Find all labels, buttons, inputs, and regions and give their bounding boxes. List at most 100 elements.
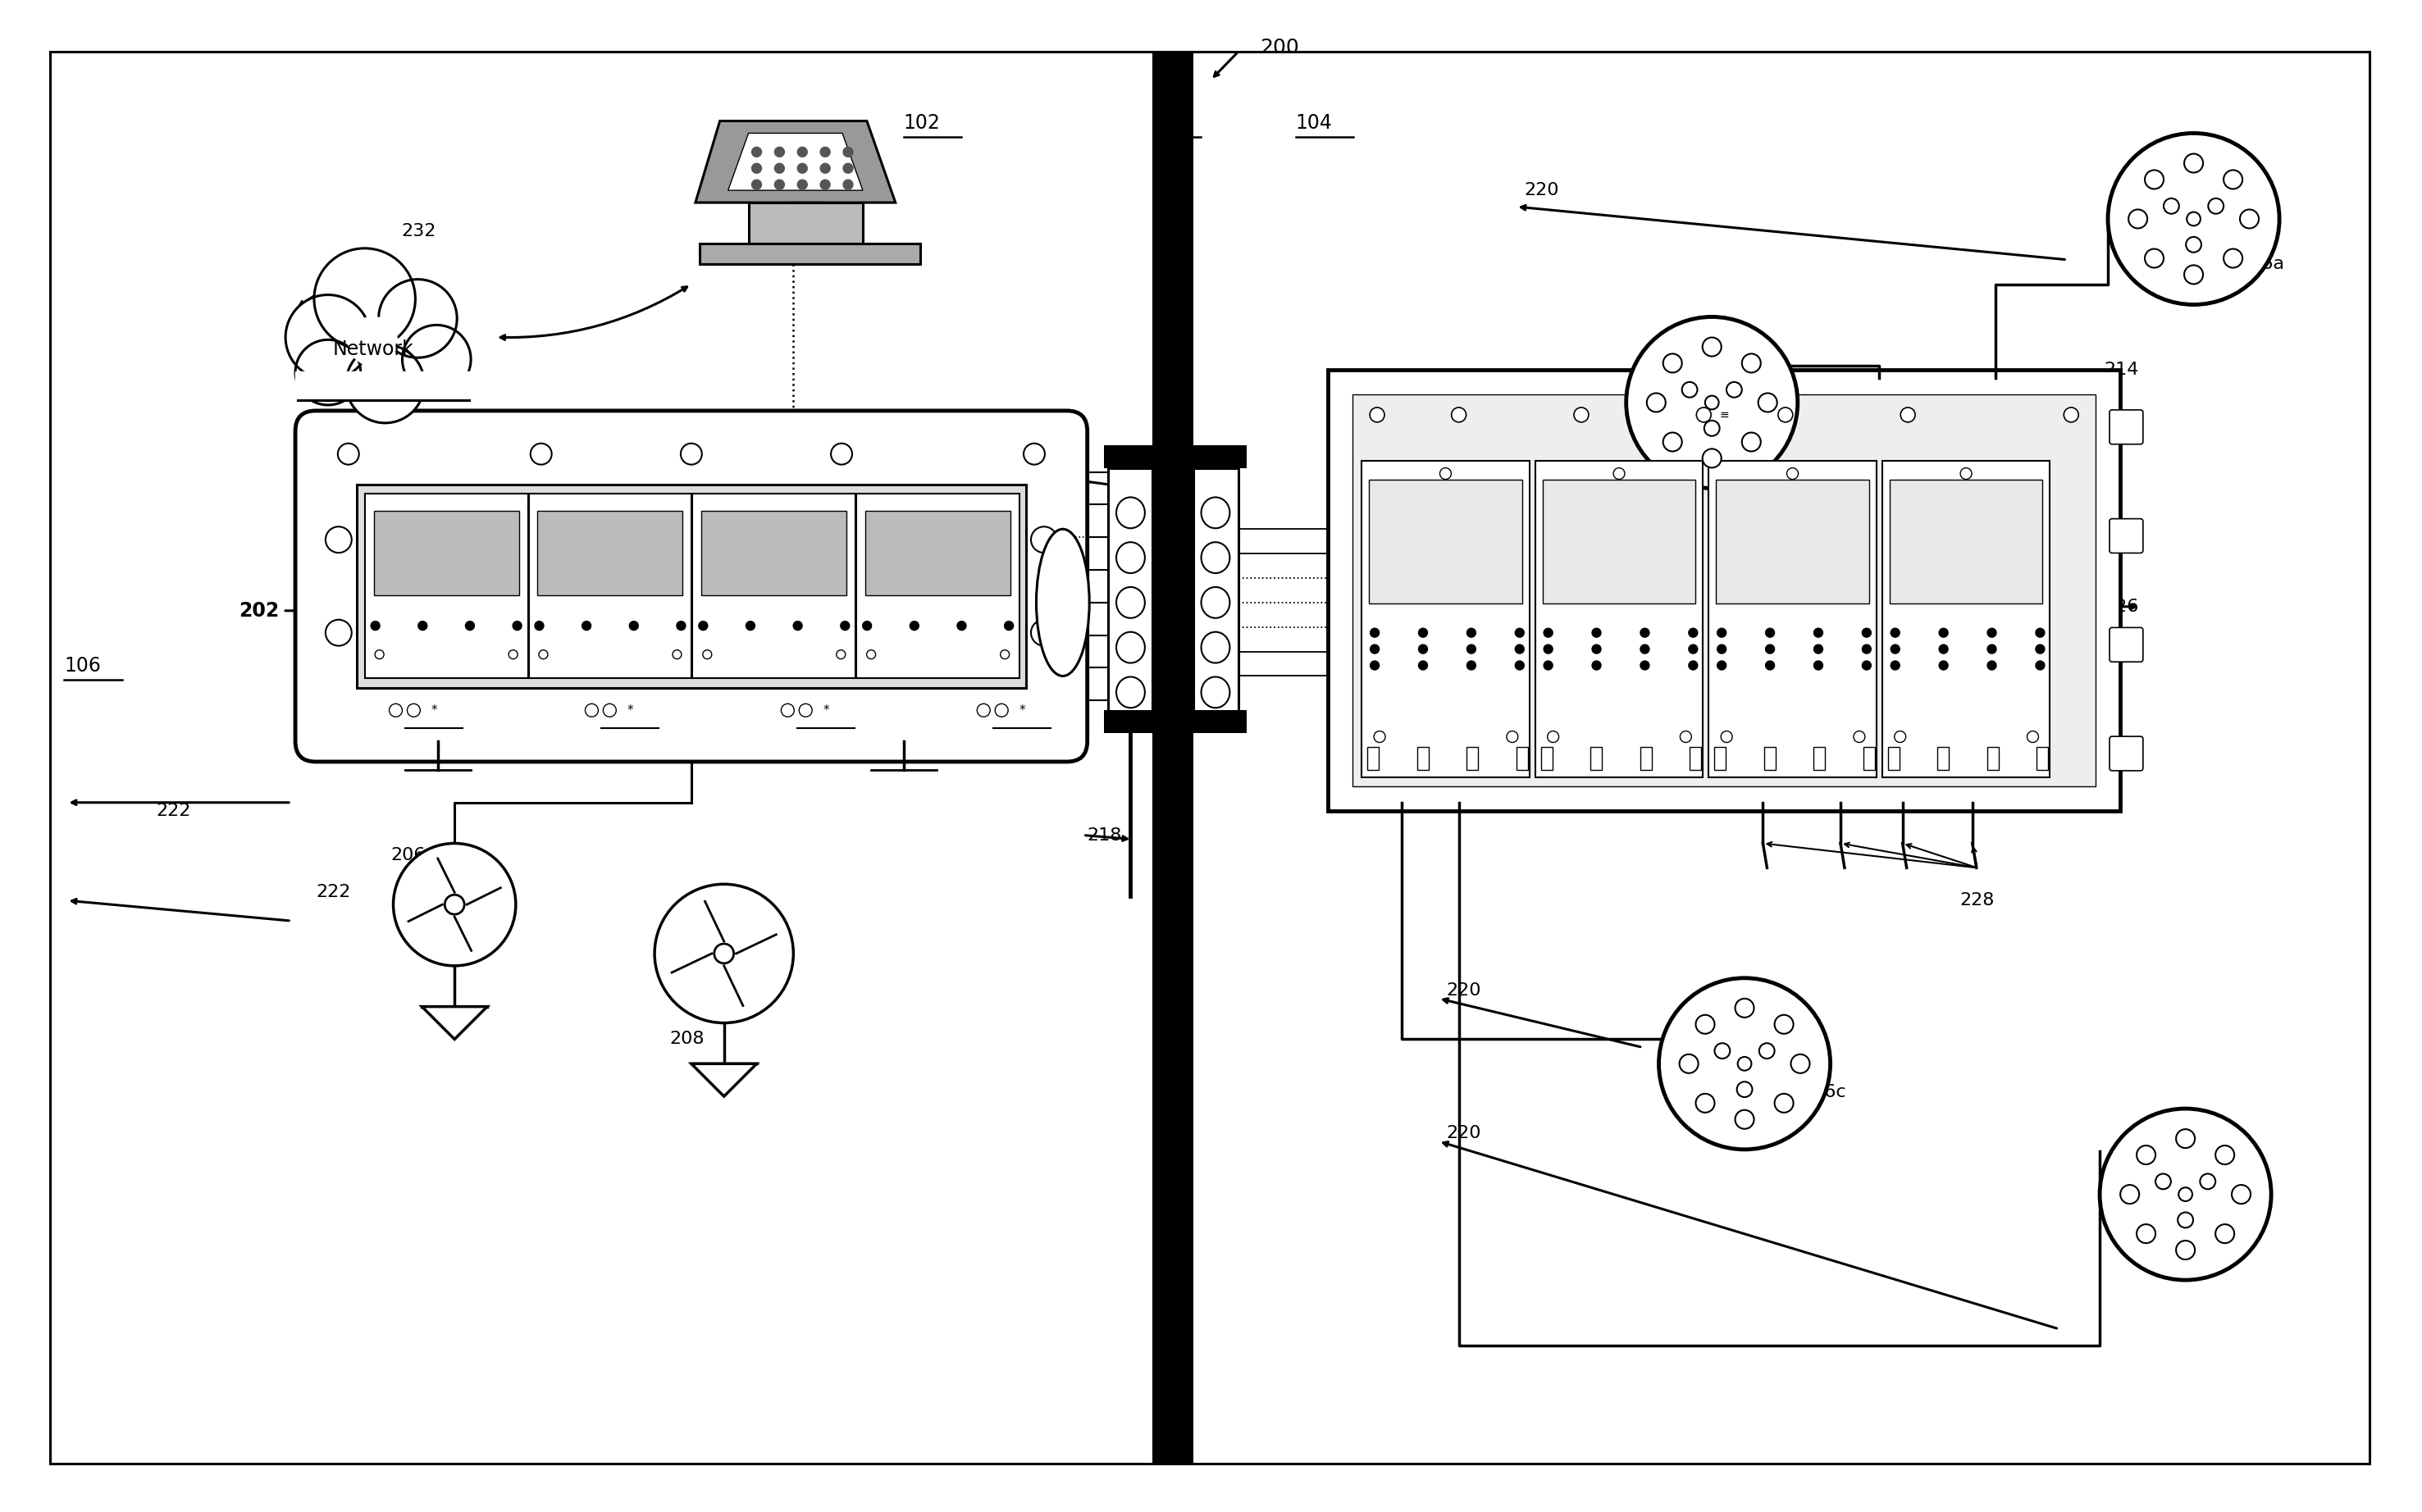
Circle shape [843,163,853,174]
Circle shape [315,248,414,349]
FancyBboxPatch shape [1543,479,1695,603]
Circle shape [702,650,712,659]
FancyBboxPatch shape [2110,627,2143,662]
Text: *: * [1020,705,1025,717]
FancyBboxPatch shape [366,494,528,679]
Circle shape [821,163,831,174]
Circle shape [1439,467,1451,479]
Ellipse shape [1117,632,1146,662]
Circle shape [911,621,918,631]
Text: 102: 102 [903,113,940,133]
Circle shape [1758,1043,1775,1058]
Circle shape [681,443,702,464]
Circle shape [2216,1146,2236,1164]
Circle shape [1892,644,1899,653]
Text: *: * [431,705,438,717]
Circle shape [746,621,756,631]
Circle shape [402,325,470,393]
Circle shape [1892,629,1899,637]
Circle shape [1419,661,1427,670]
Circle shape [325,526,351,553]
Circle shape [751,163,761,174]
Circle shape [843,147,853,157]
Circle shape [1737,1057,1751,1070]
FancyBboxPatch shape [1717,479,1870,603]
Circle shape [698,621,707,631]
Circle shape [1787,467,1797,479]
FancyBboxPatch shape [857,494,1020,679]
Circle shape [1737,1081,1751,1098]
Text: 220: 220 [1446,1125,1482,1142]
Circle shape [2177,1213,2194,1228]
Circle shape [976,703,991,717]
Circle shape [794,621,802,631]
Circle shape [1959,467,1972,479]
Circle shape [2187,237,2202,253]
Circle shape [821,147,831,157]
Circle shape [375,650,385,659]
FancyBboxPatch shape [865,511,1010,596]
Text: 106: 106 [65,656,102,676]
FancyBboxPatch shape [1194,445,1247,467]
Circle shape [957,621,966,631]
Circle shape [1734,1110,1754,1129]
FancyBboxPatch shape [1417,747,1429,770]
Circle shape [1419,629,1427,637]
Circle shape [1032,526,1056,553]
Text: 210: 210 [761,133,794,150]
FancyBboxPatch shape [1368,479,1521,603]
Circle shape [2209,198,2223,213]
Circle shape [2216,1225,2236,1243]
Text: 222: 222 [157,803,191,820]
FancyBboxPatch shape [1938,747,1950,770]
FancyBboxPatch shape [1887,747,1899,770]
Circle shape [1778,407,1792,422]
FancyBboxPatch shape [295,411,1087,762]
Circle shape [1734,998,1754,1018]
Circle shape [1814,644,1824,653]
Circle shape [2146,249,2163,268]
Circle shape [603,703,615,717]
Text: 230: 230 [714,411,748,426]
FancyBboxPatch shape [1361,461,1528,777]
Circle shape [836,650,845,659]
FancyBboxPatch shape [1591,747,1601,770]
Circle shape [1863,661,1872,670]
Circle shape [1543,644,1553,653]
Circle shape [446,895,465,915]
Circle shape [1371,407,1385,422]
Circle shape [673,650,681,659]
Circle shape [2223,249,2243,268]
FancyBboxPatch shape [1327,370,2119,810]
Text: 208: 208 [671,1031,705,1048]
Circle shape [1940,661,1947,670]
Ellipse shape [1201,677,1230,708]
FancyBboxPatch shape [1351,395,2095,786]
Circle shape [1715,1043,1729,1058]
Circle shape [1516,629,1523,637]
Circle shape [371,621,380,631]
Circle shape [392,844,516,966]
Circle shape [1722,730,1732,742]
Circle shape [775,147,785,157]
Circle shape [2146,169,2163,189]
FancyBboxPatch shape [373,511,518,596]
Circle shape [782,703,794,717]
Circle shape [509,650,518,659]
Circle shape [1766,629,1775,637]
FancyBboxPatch shape [693,494,855,679]
Circle shape [843,180,853,189]
Text: 216b: 216b [1790,419,1836,435]
FancyBboxPatch shape [1882,461,2049,777]
Circle shape [407,703,421,717]
Circle shape [1814,629,1824,637]
Circle shape [1371,644,1378,653]
FancyBboxPatch shape [1814,747,1826,770]
Circle shape [378,280,458,358]
Circle shape [1703,337,1722,357]
Text: 228: 228 [1959,892,1996,909]
Circle shape [1741,432,1761,452]
Ellipse shape [1201,497,1230,528]
Circle shape [2199,1173,2216,1188]
Text: 216a: 216a [2238,256,2284,272]
